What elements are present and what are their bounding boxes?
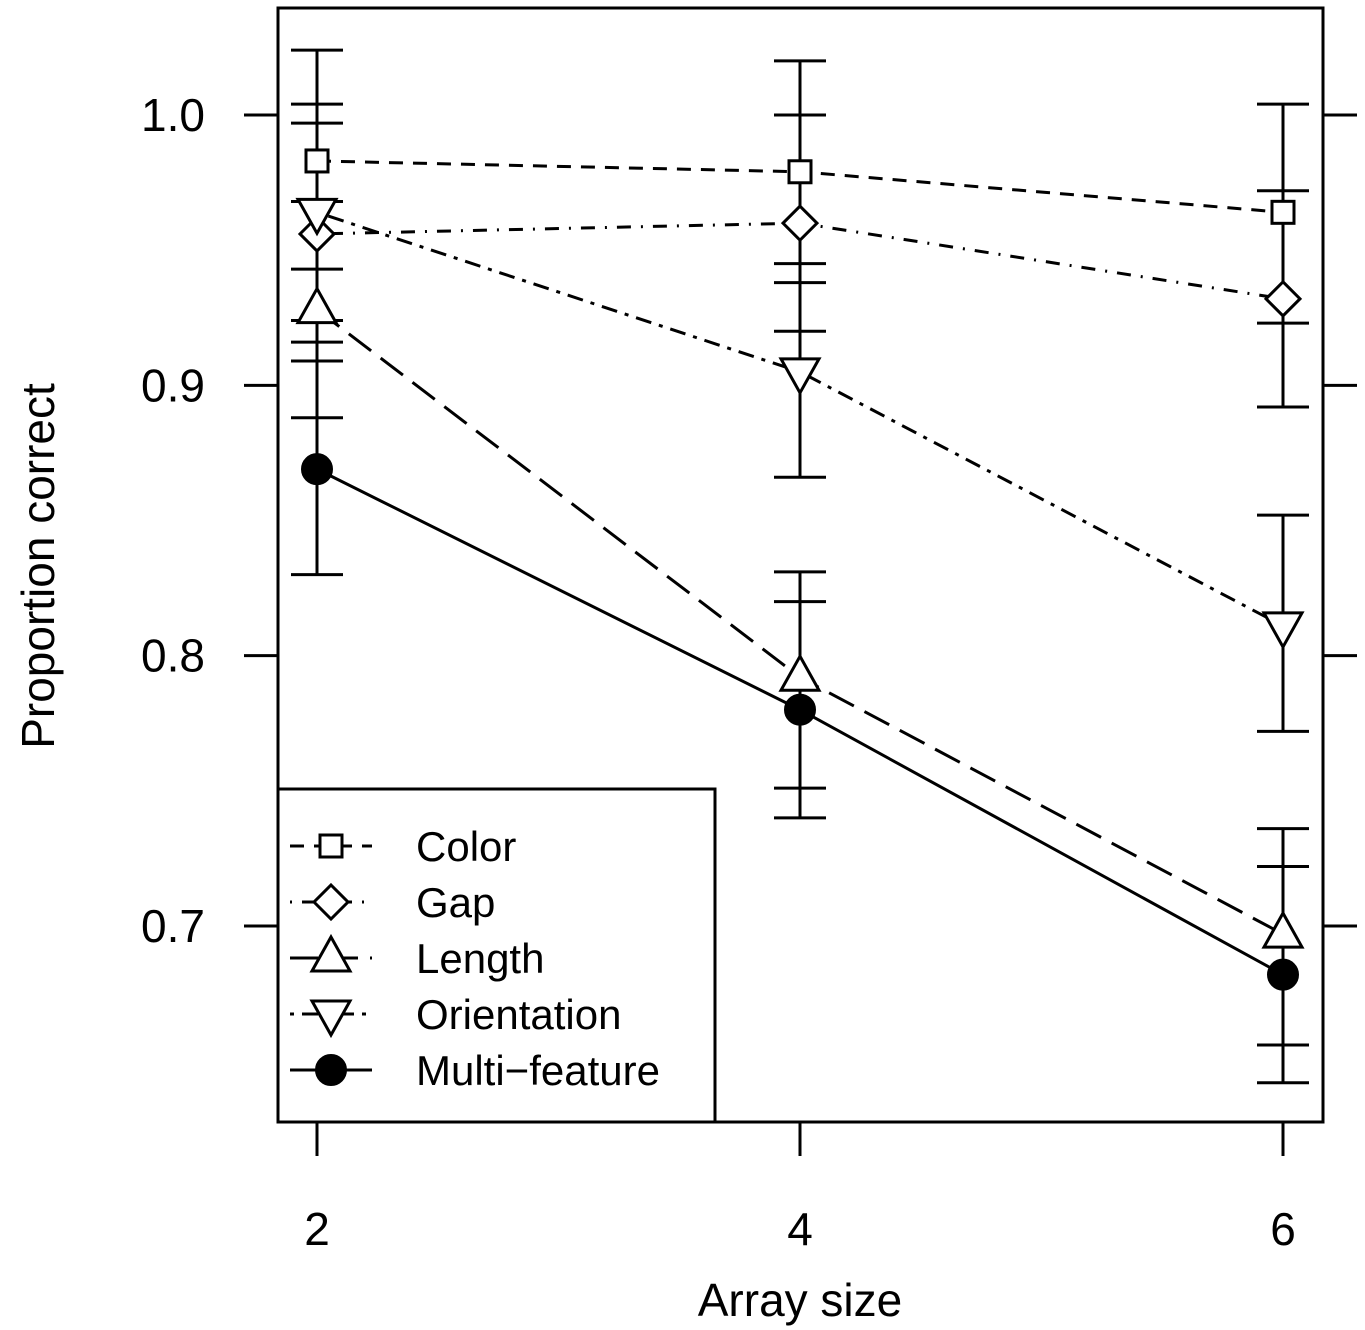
right-axis-ticks [1323, 113, 1357, 928]
legend: Color Gap Length Orientation Multi−feature [276, 787, 717, 1124]
legend-marker [309, 999, 353, 1039]
data-point [778, 357, 822, 396]
data-point [301, 453, 333, 486]
y-tick-label: 1.0 [141, 89, 205, 141]
data-point [1263, 279, 1303, 318]
data-point [1261, 611, 1305, 651]
x-axis: 2 4 6 [304, 1122, 1296, 1255]
legend-marker [318, 833, 344, 859]
x-tick-label: 2 [304, 1203, 330, 1255]
data-point [1270, 199, 1296, 225]
data-point [1261, 910, 1305, 949]
series-line [316, 210, 1284, 628]
legend-label: Length [416, 935, 544, 982]
x-tick-label: 6 [1270, 1203, 1296, 1255]
data-point [778, 653, 822, 692]
legend-label: Multi−feature [416, 1047, 660, 1094]
legend-label: Gap [416, 879, 495, 926]
y-axis: 0.7 0.8 0.9 1.0 [141, 89, 278, 952]
data-point [295, 285, 339, 325]
x-axis-title: Array size [698, 1274, 902, 1326]
legend-label: Color [416, 823, 516, 870]
data-point [1267, 958, 1299, 991]
data-point [780, 204, 820, 243]
y-tick-label: 0.9 [141, 359, 205, 411]
series-markers [295, 148, 1305, 991]
x-tick-label: 4 [787, 1203, 813, 1255]
legend-label: Orientation [416, 991, 621, 1038]
y-tick-label: 0.8 [141, 630, 205, 682]
y-axis-title: Proportion correct [12, 383, 64, 749]
legend-marker [315, 1054, 347, 1086]
data-point [304, 148, 330, 174]
legend-marker [309, 933, 353, 973]
data-point [784, 693, 816, 726]
data-point [787, 159, 813, 185]
legend-marker [311, 882, 351, 922]
data-point [295, 197, 339, 237]
y-tick-label: 0.7 [141, 900, 205, 952]
